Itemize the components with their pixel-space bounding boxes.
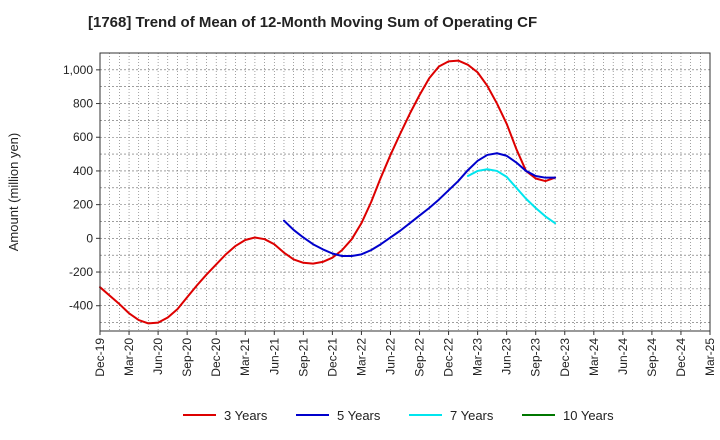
x-tick-label: Jun-20 [151, 338, 165, 375]
series-line-3-years [99, 59, 557, 325]
x-tick-label: Mar-23 [471, 338, 485, 376]
series-line-7-years [466, 168, 557, 225]
x-tick-label: Sep-23 [529, 338, 543, 377]
y-tick-label: 800 [73, 97, 93, 111]
legend-label: 7 Years [450, 408, 494, 423]
x-tick-label: Jun-22 [383, 338, 397, 375]
legend-label: 10 Years [563, 408, 614, 423]
plot-area [100, 53, 710, 331]
y-tick-label: -400 [69, 299, 93, 313]
series-lines [99, 59, 557, 325]
chart-title: [1768] Trend of Mean of 12-Month Moving … [88, 14, 537, 31]
legend-label: 5 Years [337, 408, 381, 423]
x-tick-label: Sep-21 [296, 338, 310, 377]
y-axis-ticks: -400 -200 0 200 400 600 800 1,000 [63, 63, 100, 313]
x-tick-label: Sep-20 [180, 338, 194, 377]
x-tick-label: Mar-22 [354, 338, 368, 376]
x-tick-label: Jun-24 [616, 338, 630, 375]
x-tick-label: Jun-23 [500, 338, 514, 375]
y-tick-label: 200 [73, 198, 93, 212]
legend: 3 Years 5 Years 7 Years 10 Years [183, 408, 614, 423]
legend-label: 3 Years [224, 408, 268, 423]
x-tick-label: Dec-24 [674, 338, 688, 377]
x-tick-label: Mar-24 [587, 338, 601, 376]
x-tick-label: Jun-21 [267, 338, 281, 375]
x-tick-label: Mar-21 [238, 338, 252, 376]
plot-frame [99, 52, 711, 332]
x-tick-label: Dec-23 [558, 338, 572, 377]
y-tick-label: 600 [73, 130, 93, 144]
series-line-5-years [282, 152, 557, 258]
x-tick-label: Mar-20 [122, 338, 136, 376]
y-tick-label: 0 [86, 231, 93, 245]
x-tick-label: Dec-21 [325, 338, 339, 377]
y-tick-label: -200 [69, 265, 93, 279]
y-tick-label: 400 [73, 164, 93, 178]
grid-lines [100, 53, 710, 331]
y-axis-label: Amount (million yen) [6, 133, 21, 252]
x-tick-label: Sep-22 [413, 338, 427, 377]
x-axis-ticks: Dec-19 Mar-20 Jun-20 Sep-20 Dec-20 Mar-21 Jun-… [93, 331, 717, 377]
y-tick-label: 1,000 [63, 63, 93, 77]
x-tick-label: Dec-22 [442, 338, 456, 377]
x-tick-label: Dec-19 [93, 338, 107, 377]
x-tick-label: Dec-20 [209, 338, 223, 377]
x-tick-label: Sep-24 [645, 338, 659, 377]
x-tick-label: Mar-25 [703, 338, 717, 376]
